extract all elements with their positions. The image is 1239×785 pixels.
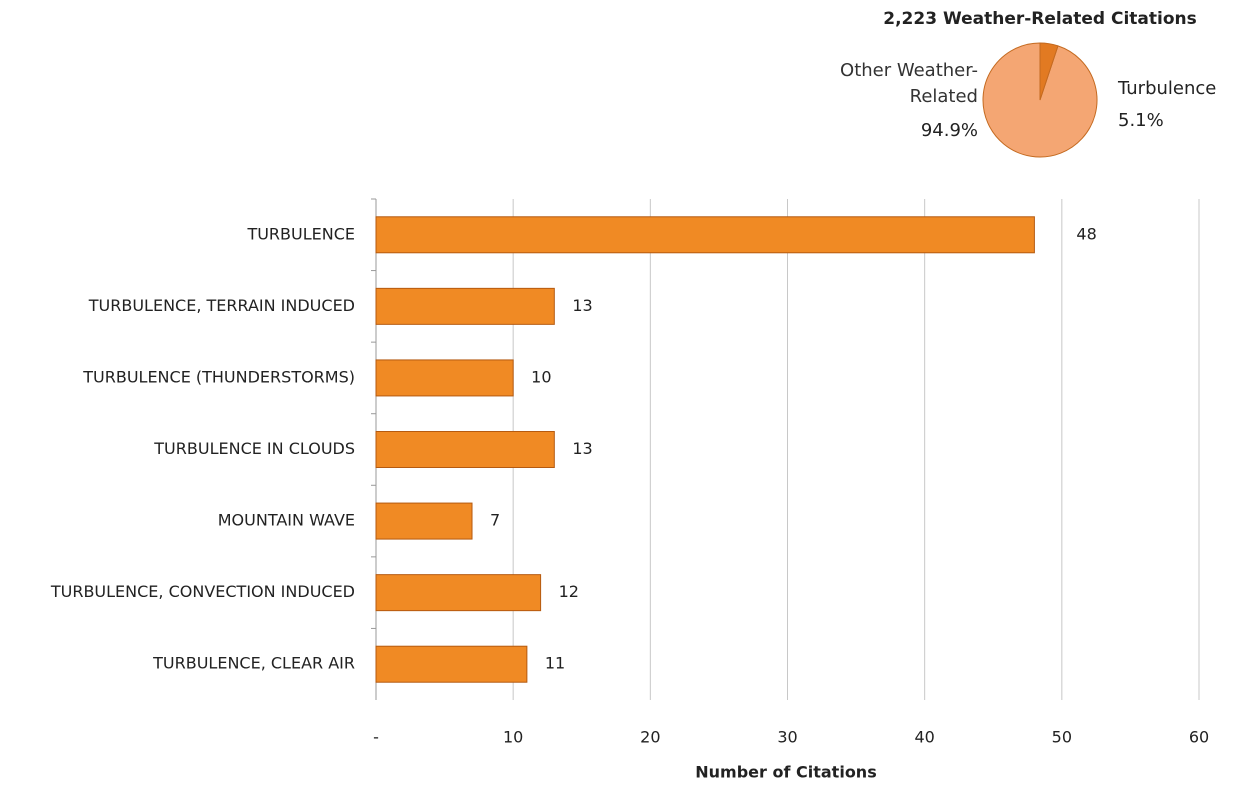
y-tick-label: MOUNTAIN WAVE bbox=[218, 511, 355, 530]
x-tick-label: 50 bbox=[1052, 728, 1072, 747]
data-label: 7 bbox=[490, 511, 500, 530]
data-label: 11 bbox=[545, 654, 565, 673]
bar bbox=[375, 431, 555, 468]
bar bbox=[375, 502, 473, 540]
y-tick-label: TURBULENCE (THUNDERSTORMS) bbox=[82, 367, 355, 386]
bar bbox=[375, 574, 542, 612]
y-tick-label: TURBULENCE IN CLOUDS bbox=[153, 439, 355, 458]
pie-slice bbox=[1039, 42, 1059, 101]
bar bbox=[375, 645, 528, 683]
y-tick-label: TURBULENCE bbox=[246, 224, 355, 243]
data-label: 10 bbox=[531, 367, 551, 386]
pie-label: 5.1% bbox=[1118, 110, 1164, 131]
bar bbox=[375, 359, 514, 397]
x-tick-label: 20 bbox=[640, 728, 660, 747]
data-label: 13 bbox=[572, 296, 592, 315]
x-tick-label: 60 bbox=[1189, 728, 1209, 747]
y-tick-label: TURBULENCE, TERRAIN INDUCED bbox=[88, 296, 355, 315]
x-tick-label: 10 bbox=[503, 728, 523, 747]
y-tick-label: TURBULENCE, CONVECTION INDUCED bbox=[50, 582, 355, 601]
x-tick-label: 40 bbox=[914, 728, 934, 747]
bar bbox=[375, 216, 1035, 254]
pie-label: Other Weather-Related bbox=[840, 60, 978, 107]
x-tick-label: - bbox=[373, 728, 379, 747]
pie-title: 2,223 Weather-Related Citations bbox=[883, 9, 1196, 29]
pie-label: 94.9% bbox=[921, 120, 978, 141]
x-axis-title: Number of Citations bbox=[695, 763, 876, 782]
x-tick-label: 30 bbox=[777, 728, 797, 747]
data-label: 48 bbox=[1076, 224, 1096, 243]
y-tick-label: TURBULENCE, CLEAR AIR bbox=[152, 654, 355, 673]
data-label: 12 bbox=[559, 582, 579, 601]
pie-label: Turbulence bbox=[1117, 78, 1216, 99]
bar bbox=[375, 287, 555, 325]
data-label: 13 bbox=[572, 439, 592, 458]
